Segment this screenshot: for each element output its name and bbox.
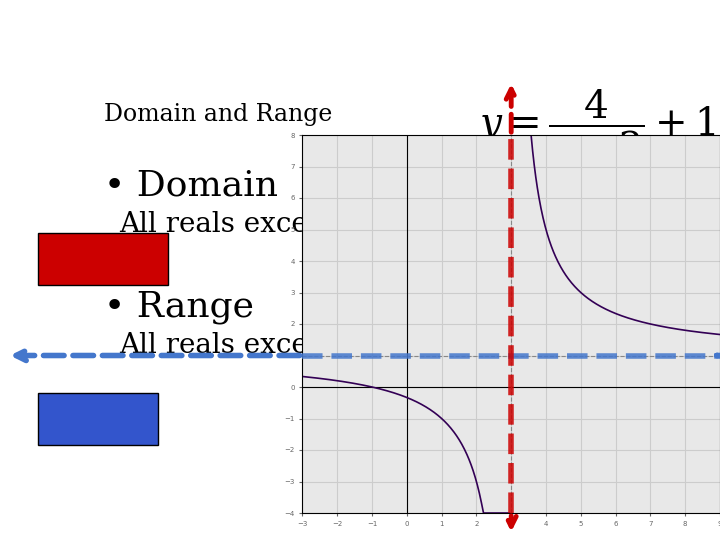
- Text: Domain and Range: Domain and Range: [104, 103, 333, 126]
- Text: x ≠ 3: x ≠ 3: [130, 247, 210, 275]
- Text: $y = \dfrac{4}{x-3}+1$: $y = \dfrac{4}{x-3}+1$: [477, 88, 716, 163]
- Text: All reals except: All reals except: [120, 211, 337, 238]
- Text: y ≠ 1: y ≠ 1: [126, 370, 206, 399]
- Text: • Range: • Range: [104, 289, 254, 323]
- Text: • Domain: • Domain: [104, 168, 278, 202]
- Text: All reals except: All reals except: [120, 332, 337, 359]
